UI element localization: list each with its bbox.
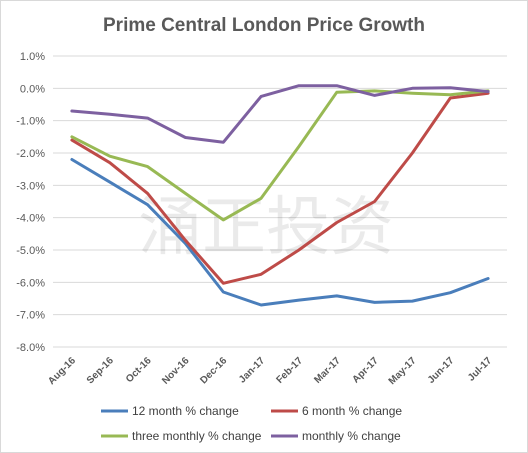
y-tick-label: -6.0% <box>16 277 45 289</box>
x-tick-label: May-17 <box>387 355 419 387</box>
series-lines <box>70 84 490 307</box>
legend-label: monthly % change <box>302 429 401 443</box>
y-tick-label: -2.0% <box>16 148 45 160</box>
gridlines <box>53 55 507 348</box>
legend-label: 12 month % change <box>132 404 239 418</box>
x-tick-label: Mar-17 <box>312 355 343 386</box>
x-tick-label: Jan-17 <box>237 355 267 385</box>
y-tick-label: -3.0% <box>16 180 45 192</box>
x-tick-label: Sep-16 <box>85 355 116 386</box>
y-tick-label: 1.0% <box>20 51 45 63</box>
y-axis: 1.0% 0.0% -1.0% -2.0% -3.0% -4.0% -5.0% -6.0% -7… <box>16 51 45 354</box>
legend: 12 month % change 6 month % change three m… <box>101 404 402 443</box>
series-line-2 <box>70 89 490 222</box>
x-tick-label: Feb-17 <box>274 355 305 386</box>
legend-label: three monthly % change <box>132 429 262 443</box>
x-tick-label: Apr-17 <box>351 355 381 385</box>
x-tick-label: Jul-17 <box>466 355 495 384</box>
series-line-3 <box>70 84 490 144</box>
y-tick-label: -4.0% <box>16 213 45 225</box>
x-tick-label: Oct-16 <box>124 355 154 385</box>
y-tick-label: -5.0% <box>16 245 45 257</box>
x-tick-label: Jun-17 <box>426 355 457 386</box>
series-line-1 <box>70 91 490 285</box>
chart-title: Prime Central London Price Growth <box>103 15 425 36</box>
y-tick-label: -7.0% <box>16 310 45 322</box>
y-tick-label: 0.0% <box>20 83 45 95</box>
y-tick-label: -8.0% <box>16 342 45 354</box>
series-line-0 <box>70 158 490 307</box>
x-axis: Aug-16 Sep-16 Oct-16 Nov-16 Dec-16 Jan-17 Feb-… <box>46 355 494 387</box>
x-tick-label: Dec-16 <box>198 355 229 386</box>
watermark-text: 涌正投资 <box>138 191 394 265</box>
x-tick-label: Aug-16 <box>46 355 78 387</box>
y-tick-label: -1.0% <box>16 116 45 128</box>
x-tick-label: Nov-16 <box>160 355 192 387</box>
legend-label: 6 month % change <box>302 404 402 418</box>
